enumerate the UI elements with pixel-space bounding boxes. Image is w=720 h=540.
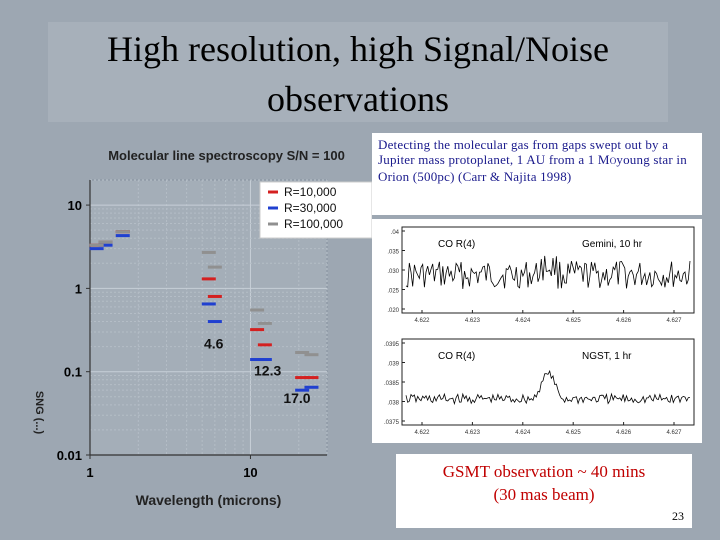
- panel-x-tick-label: 4.626: [616, 430, 632, 436]
- legend-label: R=100,000: [284, 217, 343, 231]
- wavelength-annotation: 12.3: [254, 363, 281, 379]
- panel-y-tick-label: .0395: [384, 342, 400, 348]
- slide-title-line-1: High resolution, high Signal/Noise: [107, 29, 609, 69]
- panel-line-label: CO R(4): [438, 351, 475, 362]
- panel-x-tick-label: 4.622: [414, 318, 430, 324]
- panel-y-tick-label: .038: [387, 401, 399, 407]
- sn-chart: 0.01 0.1 1 10 1 10 Molecular line spectroscopy…: [22, 135, 372, 525]
- panel-y-tick-label: .0375: [384, 420, 400, 426]
- spectrum-trace: [405, 255, 691, 289]
- sn-chart-svg: 0.01 0.1 1 10 1 10 Molecular line spectroscopy…: [33, 148, 372, 508]
- panel-y-tick-label: .039: [387, 362, 399, 368]
- panel-x-tick-label: 4.627: [666, 430, 682, 436]
- panel-x-tick-label: 4.623: [465, 318, 481, 324]
- wavelength-annotation: 17.0: [283, 390, 310, 406]
- panel-y-tick-label: .04: [391, 230, 400, 236]
- legend-box: [259, 181, 372, 239]
- legend-label: R=30,000: [284, 201, 337, 215]
- spectrum-panels: .04 .035 .030 .025 .020 4.622 4.623 4.624 4.625 4…: [372, 219, 702, 443]
- result-line-2: (30 mas beam): [493, 485, 595, 504]
- spectrum-panel-0: .04 .035 .030 .025 .020 4.622 4.623 4.624 4.625 4…: [387, 226, 695, 324]
- panel-x-tick-label: 4.624: [515, 430, 531, 436]
- y-tick-label: 0.01: [57, 448, 82, 463]
- result-box: GSMT observation ~ 40 mins (30 mas beam): [396, 454, 692, 528]
- y-tick-label: 10: [68, 198, 82, 213]
- panel-frame: [401, 226, 695, 314]
- panel-x-tick-label: 4.626: [616, 318, 632, 324]
- panel-y-tick-label: .025: [387, 289, 399, 295]
- spectrum-trace: [405, 369, 690, 406]
- panel-y-tick-label: .030: [387, 269, 399, 275]
- caption-box: Detecting the molecular gas from gaps sw…: [372, 133, 702, 215]
- title-box: High resolution, high Signal/Noise obser…: [48, 22, 668, 122]
- x-tick-label: 1: [86, 465, 93, 480]
- page-number: 23: [672, 509, 684, 523]
- series-1: [89, 234, 319, 392]
- y-axis-label: SNG (...): [33, 391, 45, 435]
- panel-x-tick-label: 4.624: [515, 318, 531, 324]
- panel-instrument-label: NGST, 1 hr: [582, 351, 632, 362]
- panel-y-tick-label: .035: [387, 250, 399, 256]
- panel-frame: [401, 338, 695, 426]
- panel-x-tick-label: 4.625: [566, 318, 582, 324]
- spectrum-panel-1: .0395 .039 .0385 .038 .0375 4.622 4.623 4.624 4.…: [384, 338, 695, 436]
- panel-x-tick-label: 4.625: [566, 430, 582, 436]
- panel-line-label: CO R(4): [438, 239, 475, 250]
- x-axis-label: Wavelength (microns): [136, 492, 282, 508]
- y-tick-label: 1: [75, 281, 82, 296]
- panel-x-tick-label: 4.623: [465, 430, 481, 436]
- caption-sun-subscript: O: [609, 156, 617, 166]
- panel-instrument-label: Gemini, 10 hr: [582, 239, 643, 250]
- y-tick-label: 0.1: [64, 365, 82, 380]
- caption-text-part1: Detecting the molecular gas from gaps sw…: [378, 137, 669, 167]
- panel-y-tick-label: .020: [387, 308, 399, 314]
- x-tick-label: 10: [243, 465, 257, 480]
- series-2: [89, 230, 319, 357]
- panel-x-tick-label: 4.627: [666, 318, 682, 324]
- slide-title-line-2: observations: [267, 79, 449, 119]
- legend-label: R=10,000: [284, 185, 337, 199]
- legend: R=10,000 R=30,000 R=100,000: [259, 181, 372, 239]
- wavelength-annotation: 4.6: [204, 335, 224, 351]
- spectrum-panels-svg: .04 .035 .030 .025 .020 4.622 4.623 4.624 4.625 4…: [384, 226, 695, 436]
- caption-text-part2: young star in Orion (500pc) (Carr & Naji…: [378, 152, 687, 184]
- result-line-1: GSMT observation ~ 40 mins: [442, 462, 646, 481]
- chart-title: Molecular line spectroscopy S/N = 100: [108, 148, 345, 163]
- panel-y-tick-label: .0385: [384, 381, 400, 387]
- panel-x-tick-label: 4.622: [414, 430, 430, 436]
